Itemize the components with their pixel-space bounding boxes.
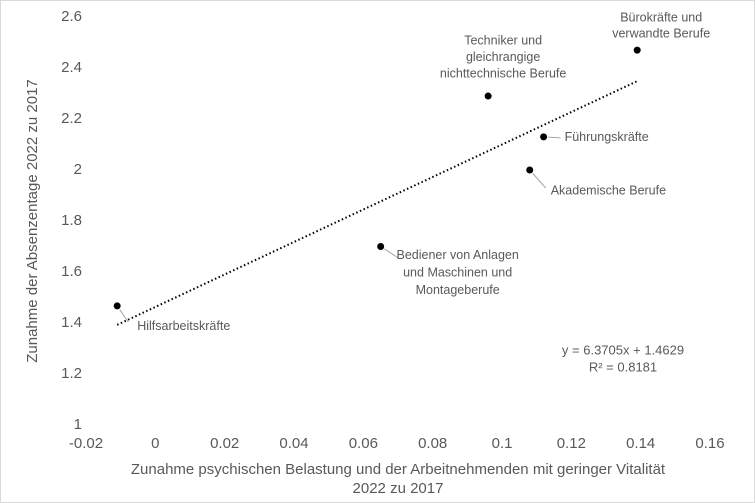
x-axis-title: Zunahme psychischen Belastung und der Ar… [131, 461, 666, 478]
y-tick-label: 2.4 [61, 59, 82, 76]
y-tick-label: 1 [74, 416, 82, 433]
point-label: Bediener von Anlagen [397, 248, 519, 262]
x-tick-label: 0.16 [695, 435, 724, 452]
point [539, 132, 549, 142]
y-tick-label: 1.6 [61, 263, 82, 280]
point-label: Montageberufe [416, 283, 500, 297]
trendline-equation: R² = 0.8181 [589, 359, 657, 374]
x-tick-label: -0.02 [69, 435, 103, 452]
y-tick-label: 2.2 [61, 110, 82, 127]
point-label: Führungskräfte [565, 130, 649, 144]
point-label: gleichrangige [466, 50, 540, 64]
x-axis-title: 2022 zu 2017 [353, 480, 444, 497]
x-tick-label: 0.06 [349, 435, 378, 452]
point-label: Akademische Berufe [551, 183, 666, 197]
trendline-equation: y = 6.3705x + 1.4629 [562, 342, 684, 357]
y-tick-label: 1.8 [61, 212, 82, 229]
x-tick-label: 0.1 [492, 435, 513, 452]
y-tick-label: 2 [74, 161, 82, 178]
x-tick-label: 0.02 [210, 435, 239, 452]
point [112, 301, 122, 311]
x-tick-label: 0.04 [279, 435, 308, 452]
y-tick-label: 1.2 [61, 365, 82, 382]
y-axis-title: Zunahme der Absenzentage 2022 zu 2017 [24, 79, 41, 363]
point-label: Hilfsarbeitskräfte [137, 319, 230, 333]
x-tick-label: 0.08 [418, 435, 447, 452]
point-label: Techniker und [464, 33, 542, 47]
point [632, 45, 642, 55]
point [376, 242, 386, 251]
point-label: Bürokräfte und [620, 10, 702, 24]
y-tick-label: 1.4 [61, 314, 82, 331]
point-label: verwandte Berufe [612, 26, 710, 40]
point [483, 91, 493, 101]
x-tick-label: 0.14 [626, 435, 655, 452]
x-tick-label: 0 [151, 435, 159, 452]
point [525, 165, 535, 175]
x-tick-label: 0.12 [557, 435, 586, 452]
y-tick-label: 2.6 [61, 8, 82, 25]
point-label: nichttechnische Berufe [440, 66, 567, 80]
point-label: und Maschinen und [403, 265, 512, 279]
